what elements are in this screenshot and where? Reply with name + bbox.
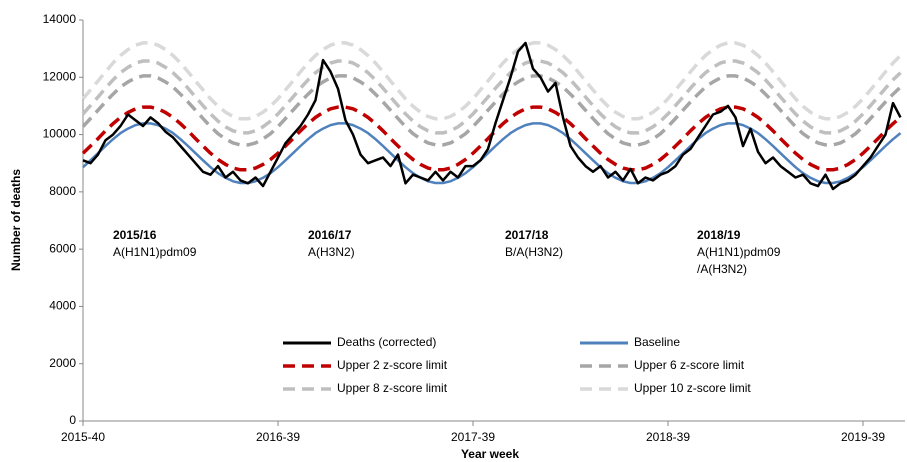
season-title: 2015/16 <box>113 228 157 242</box>
series-line <box>81 41 902 121</box>
season-virus: A(H1N1)pdm09 <box>697 245 781 259</box>
y-tick-label: 2000 <box>49 356 76 370</box>
series-line <box>81 59 902 135</box>
x-tick-label: 2017-39 <box>451 430 495 444</box>
y-tick-label: 8000 <box>49 184 76 198</box>
y-tick-label: 12000 <box>43 69 77 83</box>
legend-label: Upper 10 z-score limit <box>634 381 751 395</box>
x-tick-label: 2015-40 <box>61 430 105 444</box>
legend-label: Upper 8 z-score limit <box>337 381 448 395</box>
y-axis-label: Number of deaths <box>9 169 23 271</box>
y-tick-label: 4000 <box>49 299 76 313</box>
series-line <box>82 41 902 191</box>
legend-label: Deaths (corrected) <box>337 335 436 349</box>
y-tick-label: 0 <box>69 413 76 427</box>
x-axis-label: Year week <box>461 447 519 461</box>
season-title: 2016/17 <box>308 228 352 242</box>
series-line <box>81 74 902 147</box>
y-tick-label: 10000 <box>43 127 77 141</box>
season-virus: /A(H3N2) <box>697 262 747 276</box>
legend-label: Upper 2 z-score limit <box>337 358 448 372</box>
season-title: 2018/19 <box>697 228 741 242</box>
x-tick-label: 2018-39 <box>646 430 690 444</box>
y-tick-label: 14000 <box>43 12 77 26</box>
series-line <box>82 122 902 185</box>
season-title: 2017/18 <box>505 228 549 242</box>
legend-label: Baseline <box>634 335 680 349</box>
season-virus: A(H3N2) <box>308 245 355 259</box>
x-tick-label: 2019-39 <box>841 430 885 444</box>
season-virus: A(H1N1)pdm09 <box>113 245 197 259</box>
season-virus: B/A(H3N2) <box>505 245 563 259</box>
y-tick-label: 6000 <box>49 241 76 255</box>
x-tick-label: 2016-39 <box>256 430 300 444</box>
legend-label: Upper 6 z-score limit <box>634 358 745 372</box>
